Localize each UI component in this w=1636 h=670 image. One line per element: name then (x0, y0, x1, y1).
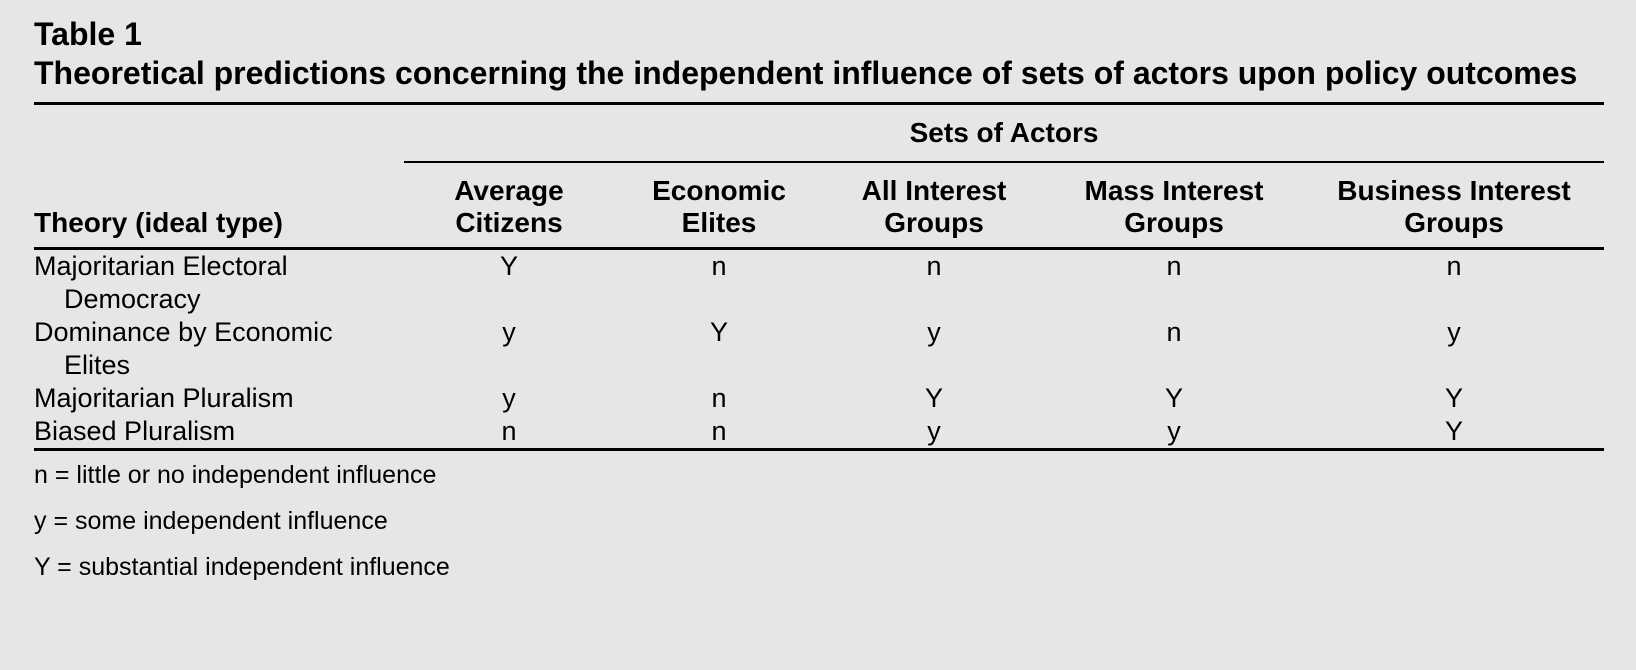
value-cell: n (1166, 317, 1182, 347)
table-title: Theoretical predictions concerning the i… (34, 55, 1578, 91)
theory-cell: Dominance by Economic Elites (34, 317, 333, 380)
col-header-line: Mass Interest (1084, 175, 1264, 206)
col-header-mass-interest-groups: Mass Interest Groups (1044, 162, 1304, 250)
col-header-line: Groups (884, 207, 984, 238)
spanner-empty (34, 105, 404, 162)
value-cell: y (502, 383, 516, 413)
value-cell: y (1044, 415, 1304, 451)
table-row: Dominance by Economic Elites y Y y n y (34, 316, 1604, 382)
value-cell: y (927, 317, 941, 347)
value-cell: Y (709, 317, 728, 347)
theory-cell: Majoritarian Electoral Democracy (34, 251, 288, 314)
value-cell: n (711, 383, 727, 413)
table-figure: Table 1 Theoretical predictions concerni… (34, 16, 1605, 599)
table-row: Majoritarian Pluralism y n Y Y Y (34, 382, 1604, 415)
col-header-business-interest-groups: Business Interest Groups (1304, 162, 1605, 250)
predictions-table: Sets of Actors Theory (ideal type) Avera… (34, 105, 1605, 451)
col-header-line: Citizens (455, 207, 563, 238)
col-header-economic-elites: Economic Elites (614, 162, 824, 250)
col-header-line: Groups (1124, 207, 1224, 238)
column-header-row: Theory (ideal type) Average Citizens Eco… (34, 162, 1605, 250)
legend-item: y = some independent influence (34, 507, 388, 535)
table-row: Majoritarian Electoral Democracy Y n n n… (34, 249, 1604, 317)
theory-cell: Majoritarian Pluralism (34, 383, 294, 413)
col-header-average-citizens: Average Citizens (404, 162, 614, 250)
value-cell: y (502, 317, 516, 347)
value-cell: n (1166, 251, 1182, 281)
value-cell: Y (1445, 383, 1464, 413)
value-cell: y (824, 415, 1044, 451)
legend-item: n = little or no independent influence (34, 461, 437, 489)
value-cell: n (614, 415, 824, 451)
value-cell: Y (924, 383, 943, 413)
value-cell: Y (499, 251, 518, 281)
col-header-line: Groups (1404, 207, 1504, 238)
col-header-line: All Interest (861, 175, 1007, 206)
spanner-header: Sets of Actors (404, 105, 1605, 163)
spanner-row: Sets of Actors (34, 105, 1605, 163)
table-label: Table 1 (34, 16, 142, 52)
value-cell: n (926, 251, 942, 281)
col-header-line: Elites (681, 207, 757, 238)
legend-item: Y = substantial independent influence (34, 553, 450, 581)
table-row: Biased Pluralism n n y y Y (34, 415, 1605, 451)
table-legend: n = little or no independent influence y… (34, 461, 1604, 581)
value-cell: Y (1164, 383, 1183, 413)
col-header-line: Economic (652, 175, 786, 206)
value-cell: Y (1304, 415, 1605, 451)
value-cell: n (404, 415, 614, 451)
col-header-theory: Theory (ideal type) (34, 162, 404, 250)
col-header-line: Business Interest (1337, 175, 1571, 206)
top-rule (34, 102, 1604, 105)
value-cell: y (1447, 317, 1461, 347)
col-header-all-interest-groups: All Interest Groups (824, 162, 1044, 250)
value-cell: n (1446, 251, 1462, 281)
value-cell: n (711, 251, 727, 281)
col-header-line: Average (454, 175, 564, 206)
theory-cell: Biased Pluralism (34, 415, 404, 451)
